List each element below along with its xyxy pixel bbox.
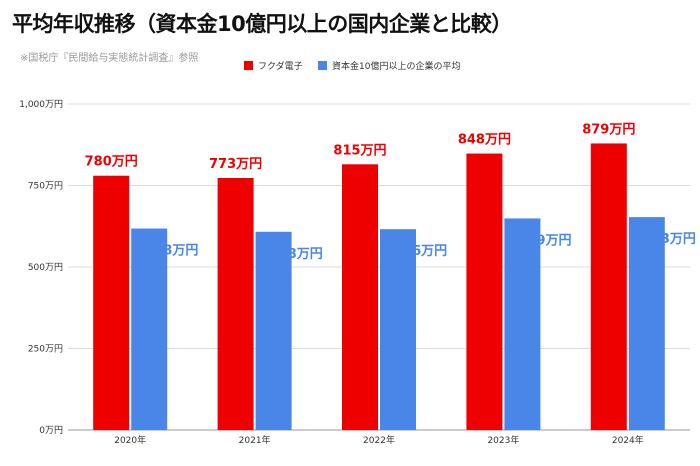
bar-company: [466, 153, 503, 430]
data-label-average: 608万円: [270, 247, 323, 262]
x-tick-label: 2020年: [114, 434, 146, 446]
gridlines: [68, 103, 690, 431]
data-label-average: 616万円: [394, 244, 447, 259]
bar-average: [380, 229, 416, 430]
legend: フクダ電子 資本金10億円以上の企業の平均: [244, 60, 460, 72]
y-tick-label: 0万円: [39, 425, 63, 436]
data-label-company: 780万円: [85, 155, 138, 170]
legend-label-average: 資本金10億円以上の企業の平均: [332, 60, 460, 72]
bar-company: [342, 164, 378, 430]
data-label-company: 879万円: [582, 122, 635, 137]
bar-average: [628, 217, 665, 430]
bar-average: [504, 218, 541, 430]
x-axis-ticks: 2020年 2021年 2022年 2023年 2024年: [114, 434, 644, 446]
bar-company: [590, 143, 627, 431]
x-tick-label: 2024年: [612, 434, 644, 446]
bar-average: [131, 228, 168, 430]
x-tick-label: 2022年: [363, 434, 395, 446]
y-tick-label: 750万円: [28, 181, 63, 192]
y-tick-label: 250万円: [28, 344, 63, 355]
bar-company: [93, 175, 130, 430]
legend-swatch-average: [318, 61, 327, 70]
data-label-company: 773万円: [209, 157, 262, 172]
bar-average: [255, 231, 292, 430]
bar-company: [217, 178, 254, 430]
y-tick-label: 500万円: [28, 262, 63, 273]
data-label-average: 649万円: [518, 233, 571, 248]
x-tick-label: 2023年: [487, 434, 519, 446]
y-axis-ticks: 0万円 250万円 500万円 750万円 1,000万円: [19, 99, 63, 436]
x-tick-label: 2021年: [239, 434, 271, 446]
data-label-company: 815万円: [333, 143, 386, 158]
legend-label-company: フクダ電子: [258, 60, 303, 72]
chart-title: 平均年収推移（資本金10億円以上の国内企業と比較）: [12, 12, 512, 36]
data-label-company: 848万円: [458, 133, 511, 148]
data-labels: 780万円 618万円 773万円 608万円 815万円 616万円 848万円 649万円…: [85, 122, 696, 261]
y-tick-label: 1,000万円: [19, 99, 63, 110]
bars: [93, 143, 665, 431]
data-label-average: 618万円: [145, 244, 198, 259]
source-note: ※国税庁『民間給与実態統計調査』参照: [20, 53, 199, 64]
legend-swatch-company: [244, 61, 253, 70]
data-label-average: 653万円: [643, 232, 696, 247]
